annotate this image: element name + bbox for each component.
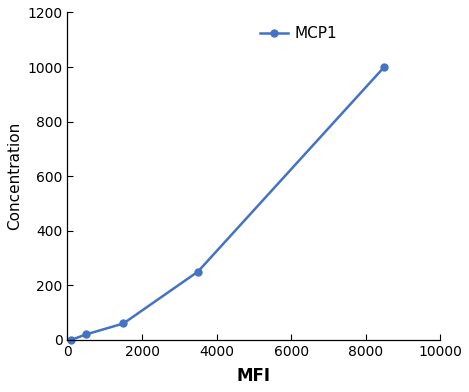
X-axis label: MFI: MFI <box>237 367 271 385</box>
Line: MCP1: MCP1 <box>68 64 388 343</box>
Y-axis label: Concentration: Concentration <box>7 122 22 230</box>
MCP1 <box>195 269 201 274</box>
Legend: MCP1: MCP1 <box>254 20 343 47</box>
MCP1 <box>68 338 74 342</box>
MCP1 <box>381 65 387 69</box>
MCP1 <box>121 321 126 326</box>
MCP1 <box>83 332 89 337</box>
